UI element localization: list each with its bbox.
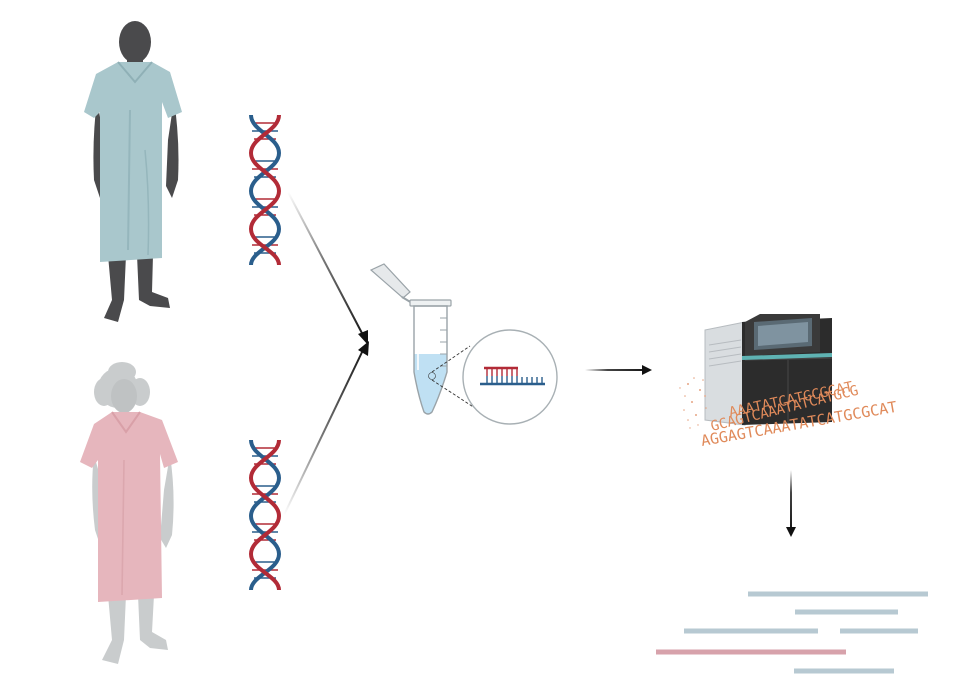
male-patient-icon — [84, 21, 182, 322]
dna-helix-icon — [248, 439, 282, 591]
sequencer-machine-icon — [704, 314, 833, 426]
aligned-reads — [656, 591, 928, 674]
arrow-to-reads — [786, 470, 796, 537]
merge-arrow-bottom — [283, 341, 369, 516]
female-patient-icon — [80, 362, 178, 664]
zoom-origin-dot — [428, 372, 436, 380]
dna-helix-icon — [248, 114, 282, 266]
hybridization-probe-icon — [480, 366, 545, 386]
arrow-to-sequencer — [585, 365, 652, 375]
sequence-dust — [679, 377, 707, 429]
zoom-connector — [431, 345, 479, 411]
merge-arrow-top — [287, 191, 368, 345]
microcentrifuge-tube-icon — [369, 263, 452, 415]
magnifier-inset-icon — [462, 329, 558, 425]
